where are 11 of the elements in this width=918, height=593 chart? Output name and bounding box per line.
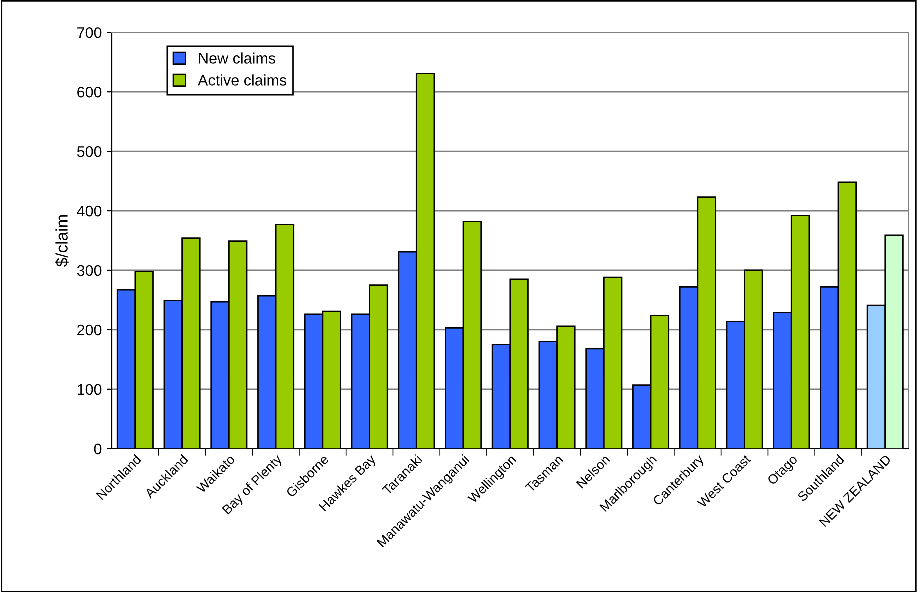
y-tick-label: 500: [77, 146, 102, 158]
y-tick-label: 700: [78, 27, 102, 38]
y-tick-label: 600: [78, 86, 102, 98]
legend-label: Active claims: [198, 74, 287, 86]
y-tick-label: 200: [78, 324, 102, 336]
y-tick-label: 400: [77, 206, 102, 217]
legend-label: New claims: [199, 52, 276, 64]
y-axis-title: $/claim: [55, 215, 69, 267]
y-tick-label: 0: [94, 444, 102, 455]
y-tick-label: 300: [77, 265, 102, 276]
y-tick-label: 100: [78, 384, 102, 396]
